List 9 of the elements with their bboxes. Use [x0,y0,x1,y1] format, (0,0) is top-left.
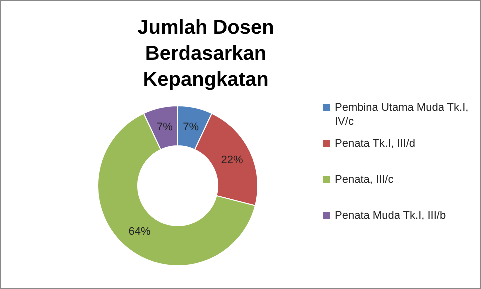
data-label: 7% [183,121,200,134]
data-label: 22% [221,154,244,166]
data-label: 7% [156,121,174,134]
legend-label: Penata Tk.I, III/d [335,137,417,151]
chart-title: Jumlah Dosen Berdasarkan Kepangkatan [136,16,276,93]
legend-label: Pembina Utama Muda Tk.I, IV/c [335,101,470,129]
data-label: 64% [128,226,151,238]
legend-label: Penata Muda Tk.I, III/b [335,209,448,223]
legend-label: Penata, III/c [335,173,395,187]
